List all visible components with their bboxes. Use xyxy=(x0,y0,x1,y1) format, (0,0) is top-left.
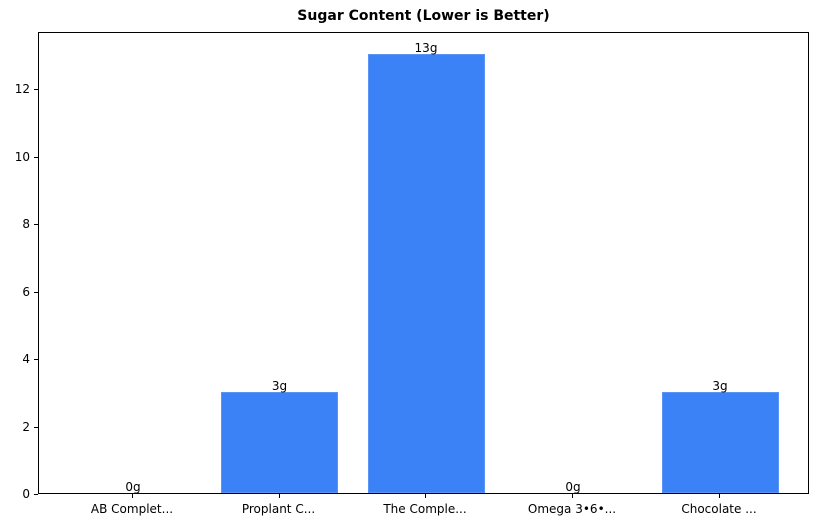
x-tick-mark xyxy=(719,494,720,498)
chart-title: Sugar Content (Lower is Better) xyxy=(297,8,550,24)
x-tick-mark xyxy=(572,494,573,498)
y-tick-mark xyxy=(34,156,38,158)
bar xyxy=(661,391,779,493)
y-tick-mark xyxy=(34,426,38,428)
x-tick-label: AB Complet... xyxy=(90,502,174,516)
y-tick-label: 12 xyxy=(14,82,30,96)
bar xyxy=(367,54,485,493)
y-tick-mark xyxy=(34,359,38,360)
bar-value-label: 0g xyxy=(125,480,141,494)
y-tick-mark xyxy=(34,224,38,225)
bar-value-label: 3g xyxy=(271,378,288,393)
x-tick-mark xyxy=(132,494,133,498)
bar-value-label: 3g xyxy=(712,378,728,393)
y-tick-mark xyxy=(34,494,38,495)
x-tick-mark xyxy=(425,494,426,498)
y-tick-label: 4 xyxy=(22,352,30,366)
y-tick-mark xyxy=(34,291,38,293)
y-tick-label: 10 xyxy=(14,149,30,164)
y-tick-mark xyxy=(34,89,38,90)
y-tick-label: 2 xyxy=(22,419,30,434)
y-tick-label: 6 xyxy=(22,284,30,299)
x-tick-label: The Comple... xyxy=(383,502,467,516)
y-tick-label: 0 xyxy=(22,487,30,501)
y-tick-label: 8 xyxy=(22,217,30,231)
plot-area: 0g 3g 13g 0g 3g xyxy=(38,32,809,494)
x-tick-label: Proplant C... xyxy=(241,502,316,516)
x-tick-label: Chocolate ... xyxy=(681,502,757,516)
x-tick-mark xyxy=(278,494,280,498)
bar xyxy=(221,391,338,493)
bar-value-label: 13g xyxy=(414,41,438,56)
bar-value-label: 0g xyxy=(565,480,581,494)
x-tick-label: Omega 3•6•... xyxy=(527,502,617,516)
